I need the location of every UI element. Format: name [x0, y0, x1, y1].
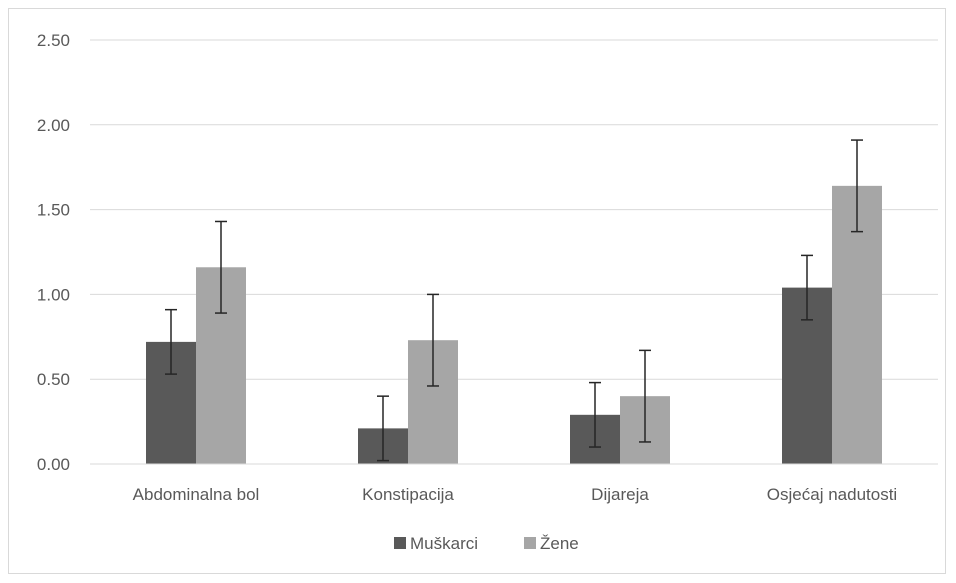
x-tick-label: Osjećaj nadutosti [767, 485, 897, 504]
y-tick-label: 2.00 [37, 116, 70, 135]
legend-swatch-muskarci [394, 537, 406, 549]
x-tick-label: Konstipacija [362, 485, 454, 504]
x-tick-label: Abdominalna bol [133, 485, 260, 504]
error-bars [165, 139, 863, 462]
y-tick-label: 1.00 [37, 285, 70, 304]
y-axis-tick-labels: 0.00 0.50 1.00 1.50 2.00 2.50 [37, 31, 70, 474]
legend-label-zene: Žene [540, 534, 579, 553]
legend-swatch-zene [524, 537, 536, 549]
legend: Muškarci Žene [394, 534, 579, 553]
y-tick-label: 1.50 [37, 201, 70, 220]
y-tick-label: 0.00 [37, 455, 70, 474]
y-tick-label: 2.50 [37, 31, 70, 50]
x-tick-label: Dijareja [591, 485, 649, 504]
legend-label-muskarci: Muškarci [410, 534, 478, 553]
x-axis-tick-labels: Abdominalna bol Konstipacija Dijareja Osjeć… [133, 485, 898, 504]
bars [146, 185, 882, 464]
y-tick-label: 0.50 [37, 370, 70, 389]
